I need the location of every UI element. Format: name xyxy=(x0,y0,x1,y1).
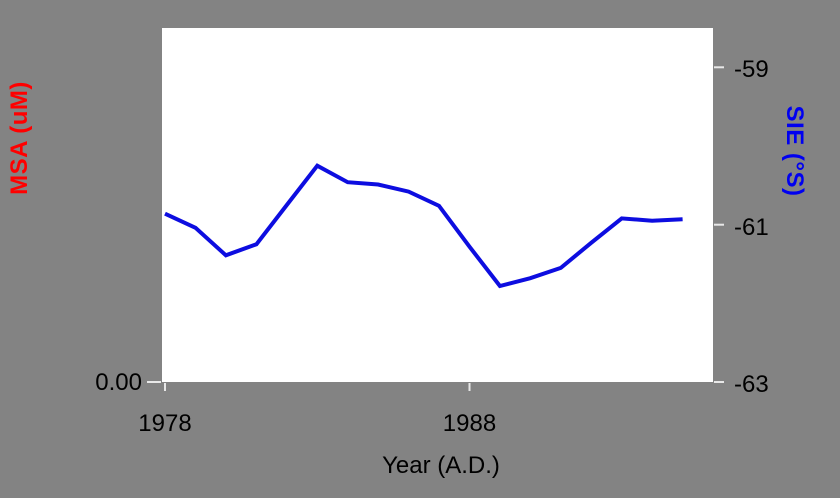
y-right-tick-label: -61 xyxy=(734,213,769,241)
axis-tick-marks xyxy=(147,66,724,391)
x-tick-label: 1988 xyxy=(442,410,497,437)
sie-line xyxy=(164,163,683,289)
y-left-tick-label: 0.00 xyxy=(95,369,142,396)
y-right-tick-label: -59 xyxy=(734,56,769,84)
y-right-tick-label: -63 xyxy=(734,371,769,398)
right-axis-label: SIE (°S) xyxy=(781,105,808,197)
x-axis-title: Year (A.D.) xyxy=(382,452,500,479)
x-tick-label: 1978 xyxy=(138,410,192,437)
left-axis-label: MSA (uM) xyxy=(6,81,33,195)
